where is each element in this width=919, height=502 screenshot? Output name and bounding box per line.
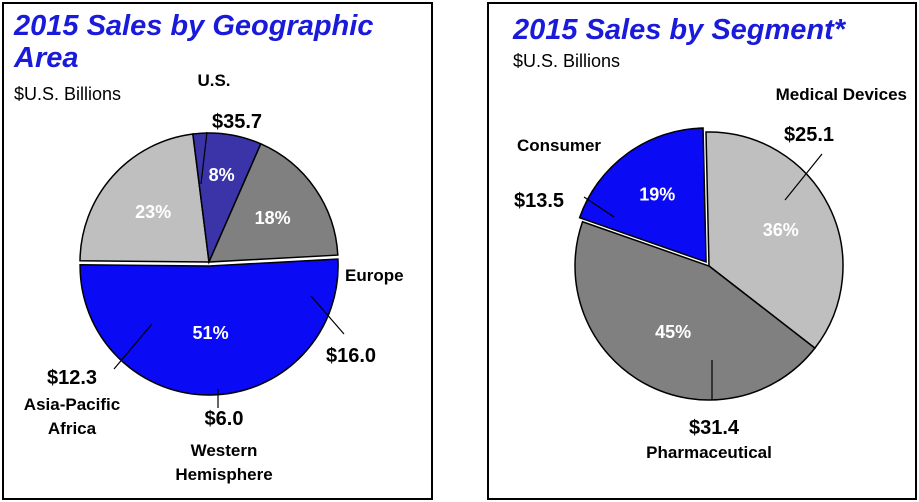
geographic-chart-panel: 2015 Sales by Geographic Area $U.S. Bill… [2, 2, 433, 500]
slice-value-label: $13.5 [514, 190, 564, 212]
chart-title: 2015 Sales by Geographic Area [14, 10, 374, 74]
slice-name-label: Africa [48, 419, 97, 438]
slice-name-label: Western [191, 441, 258, 460]
slice-name-label: Hemisphere [175, 465, 272, 484]
pie-slice-europe [79, 133, 210, 263]
pie-slice-medical-devices [705, 131, 844, 350]
chart-title: 2015 Sales by Segment* [513, 14, 846, 46]
slice-value-label: $16.0 [326, 345, 376, 367]
slice-value-label: $6.0 [205, 408, 244, 430]
slice-percent-label: 23% [135, 202, 171, 222]
slice-percent-label: 51% [193, 323, 229, 343]
leader-line [113, 323, 153, 370]
slice-percent-label: 45% [655, 322, 691, 342]
segment-pie-chart: 19% 36% 45% Consumer $13.5 Medical Devices $25… [514, 85, 907, 462]
pie-slice-pharmaceutical [574, 220, 816, 401]
chart-subtitle: $U.S. Billions [513, 51, 621, 71]
leader-line [310, 295, 345, 335]
pie-slice-u-s [79, 258, 339, 396]
pie-slice-asia-pacific-africa [207, 142, 339, 263]
slice-value-label: $12.3 [47, 367, 97, 389]
slice-percent-label: 8% [209, 165, 235, 185]
chart-subtitle: $U.S. Billions [14, 84, 122, 104]
slice-percent-label: 19% [639, 185, 675, 205]
segment-chart-panel: 2015 Sales by Segment* $U.S. Billions 19… [487, 2, 917, 500]
pie-slice-consumer [578, 127, 707, 264]
slice-name-label: Medical Devices [776, 85, 907, 104]
slice-value-label: $25.1 [784, 124, 834, 146]
slice-percent-label: 36% [763, 220, 799, 240]
slice-name-label: Europe [345, 266, 404, 285]
slice-name-label: U.S. [197, 71, 230, 90]
slice-name-label: Pharmaceutical [646, 443, 772, 462]
leader-line [583, 196, 615, 218]
slice-name-label: Asia-Pacific [24, 395, 120, 414]
slice-percent-label: 18% [255, 208, 291, 228]
leader-line [200, 131, 208, 185]
slice-value-label: $31.4 [689, 417, 740, 439]
slice-name-label: Consumer [517, 136, 601, 155]
geographic-pie-chart: 51% 23% 8% 18% U.S. $35.7 Europe $16.0 $6.0 Weste… [24, 71, 404, 484]
slice-value-label: $35.7 [212, 111, 262, 133]
leader-line [784, 153, 823, 201]
